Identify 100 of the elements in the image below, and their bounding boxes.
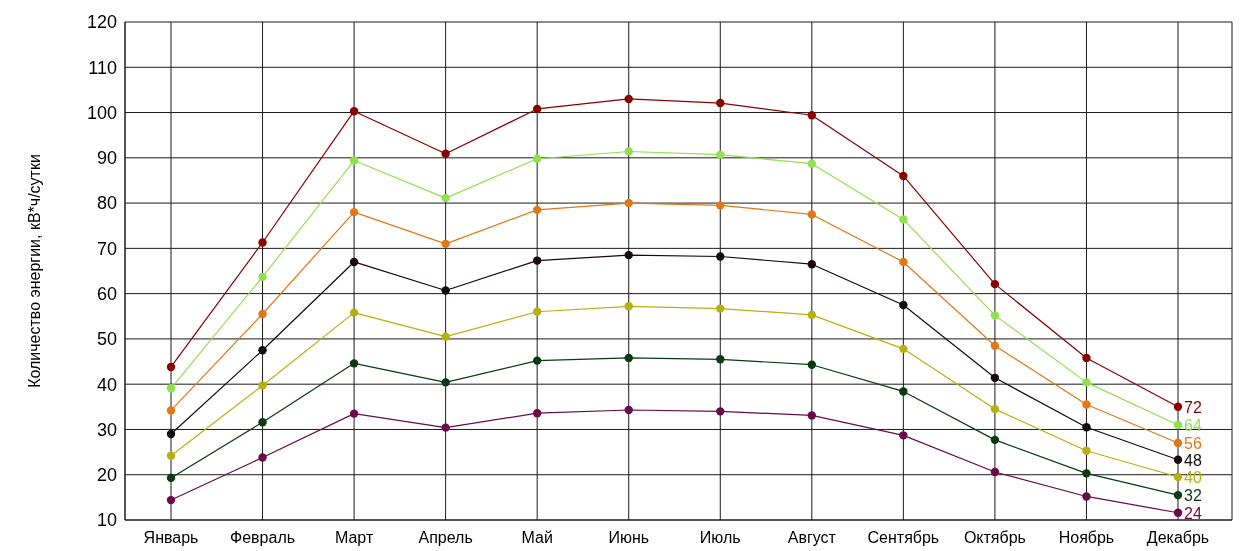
- point: [258, 309, 267, 319]
- point: [807, 111, 817, 120]
- point: [166, 451, 176, 460]
- point: [532, 307, 542, 316]
- point: [1082, 492, 1091, 501]
- point: [166, 384, 176, 393]
- point: [349, 409, 359, 418]
- point: [258, 346, 267, 355]
- y-axis-title: Количество энергии, кВ*ч/сутки: [25, 154, 43, 388]
- point: [166, 429, 176, 439]
- x-tick-label: Июнь: [608, 529, 650, 547]
- series-label: 56: [1184, 435, 1202, 453]
- point: [1082, 378, 1091, 387]
- point: [807, 310, 817, 320]
- point: [899, 431, 908, 440]
- point: [532, 205, 542, 215]
- point: [1082, 422, 1091, 432]
- point: [624, 250, 633, 260]
- point: [441, 378, 450, 387]
- x-tick-label: Апрель: [418, 529, 473, 547]
- point: [166, 406, 176, 415]
- series-label: 24: [1184, 504, 1202, 522]
- point: [807, 260, 817, 269]
- point: [532, 104, 542, 114]
- series-label: 72: [1184, 398, 1202, 416]
- point: [807, 159, 817, 168]
- y-tick-label: 60: [96, 284, 117, 305]
- point: [716, 304, 725, 313]
- point: [532, 356, 542, 365]
- point: [716, 201, 725, 210]
- x-tick-label: Февраль: [230, 529, 296, 547]
- point: [990, 341, 1000, 350]
- point: [716, 355, 725, 364]
- y-tick-label: 70: [96, 238, 117, 259]
- point: [624, 302, 633, 311]
- point: [258, 238, 267, 247]
- point: [716, 98, 725, 108]
- point: [624, 353, 633, 363]
- point: [990, 467, 1000, 477]
- point: [1082, 469, 1091, 478]
- point: [441, 239, 450, 249]
- point: [441, 286, 450, 295]
- point: [990, 435, 1000, 445]
- y-tick-label: 120: [86, 12, 117, 33]
- y-tick-label: 10: [96, 510, 117, 531]
- y-tick-label: 50: [96, 329, 117, 350]
- x-tick-label: Август: [787, 529, 837, 547]
- point: [166, 495, 176, 505]
- x-tick-label: Сентябрь: [867, 529, 940, 547]
- x-tick-label: Июль: [699, 529, 741, 547]
- point: [899, 215, 908, 224]
- point: [349, 106, 359, 116]
- point: [899, 387, 908, 396]
- point: [990, 404, 1000, 414]
- point: [258, 418, 267, 427]
- point: [258, 453, 267, 462]
- point: [624, 147, 633, 156]
- point: [349, 207, 359, 217]
- point: [441, 423, 450, 432]
- point: [1173, 455, 1183, 464]
- y-tick-label: 80: [96, 193, 117, 214]
- point: [441, 149, 450, 158]
- point: [1173, 508, 1183, 517]
- point: [349, 156, 359, 165]
- point: [166, 473, 176, 483]
- y-tick-label: 100: [86, 102, 117, 123]
- point: [624, 405, 633, 415]
- x-tick-label: Ноябрь: [1058, 529, 1115, 547]
- point: [349, 308, 359, 317]
- series-label: 48: [1184, 451, 1202, 469]
- point: [716, 252, 725, 261]
- point: [899, 171, 908, 181]
- point: [1082, 353, 1091, 363]
- point: [1173, 490, 1183, 500]
- point: [990, 279, 1000, 289]
- point: [807, 210, 817, 219]
- point: [1173, 420, 1183, 430]
- y-tick-label: 30: [96, 419, 117, 440]
- point: [1173, 438, 1183, 448]
- point: [990, 311, 1000, 320]
- point: [1082, 400, 1091, 409]
- point: [899, 257, 908, 267]
- x-tick-label: Март: [334, 529, 374, 547]
- point: [716, 407, 725, 416]
- point: [1173, 472, 1183, 482]
- point: [532, 408, 542, 418]
- point: [532, 154, 542, 163]
- point: [990, 373, 1000, 383]
- point: [624, 198, 633, 208]
- series-label: 32: [1184, 487, 1202, 505]
- point: [258, 272, 267, 282]
- point: [1173, 402, 1183, 412]
- point: [441, 332, 450, 341]
- y-tick-label: 90: [96, 148, 117, 169]
- x-tick-label: Октябрь: [963, 529, 1026, 547]
- x-tick-label: Май: [521, 529, 553, 547]
- point: [532, 256, 542, 265]
- y-tick-label: 110: [88, 57, 117, 78]
- point: [899, 300, 908, 310]
- point: [258, 381, 267, 390]
